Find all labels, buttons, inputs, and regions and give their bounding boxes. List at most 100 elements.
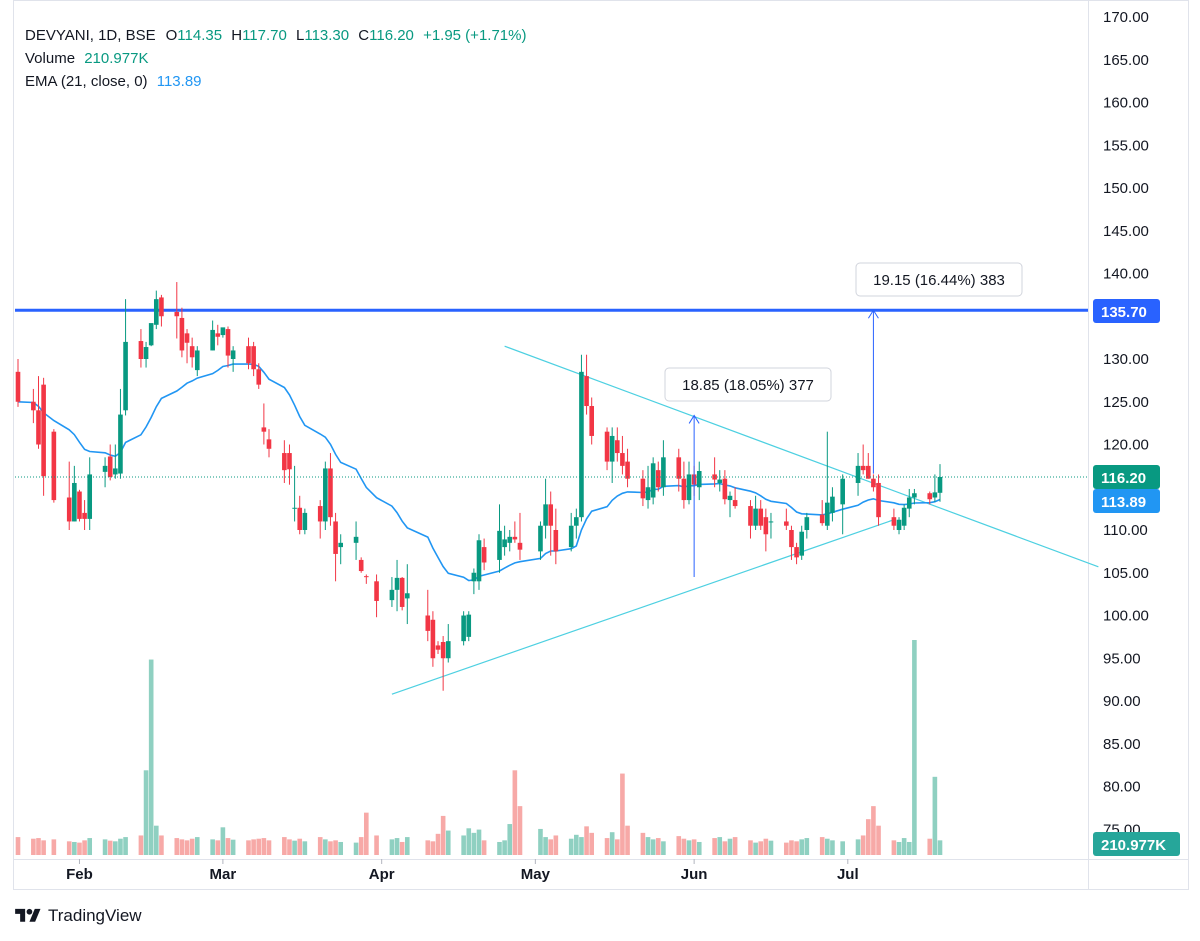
candle-body — [210, 329, 215, 351]
volume-badge: 210.977K — [1093, 832, 1180, 856]
candle-body — [906, 497, 912, 509]
ema-label: EMA (21, close, 0) — [25, 73, 148, 90]
candle-body — [338, 542, 344, 548]
volume-bar — [435, 833, 441, 855]
legend-ohlc-row[interactable]: DEVYANI, 1D, BSE O114.35 H117.70 L113.30 … — [25, 24, 526, 47]
volume-bar — [230, 839, 236, 855]
candle-body — [425, 615, 431, 631]
candle-body — [107, 456, 113, 477]
candle-body — [604, 431, 610, 462]
candle-body — [891, 517, 897, 526]
volume-bar — [753, 842, 758, 855]
volume-bar — [840, 841, 845, 855]
volume-bar — [604, 838, 610, 855]
candle-body — [625, 461, 630, 479]
volume-bar — [661, 841, 666, 855]
ema-badge-bg — [1093, 489, 1160, 513]
open-value: 114.35 — [177, 27, 223, 44]
volume-bar — [830, 840, 835, 855]
high-value: 117.70 — [242, 27, 287, 44]
candle-body — [589, 406, 594, 436]
ema-value: 113.89 — [156, 73, 202, 90]
high-key: H — [231, 27, 243, 44]
ema-badge: 113.89 — [1093, 489, 1160, 513]
volume-bar — [261, 838, 267, 855]
candle-body — [876, 482, 881, 518]
price-tick-label: 145.00 — [1103, 223, 1149, 240]
candle-body — [153, 299, 159, 325]
volume-bar — [497, 841, 502, 855]
time-tick-label: Jul — [837, 866, 859, 883]
candle-body — [896, 519, 902, 530]
candle-body — [230, 350, 236, 359]
volume-bar — [876, 825, 881, 855]
triangle-trendlines — [391, 345, 1099, 695]
price-tick-label: 130.00 — [1103, 351, 1149, 368]
volume-bar — [717, 837, 723, 855]
volume-bar — [225, 838, 231, 855]
plot-area[interactable] — [15, 282, 1099, 855]
volume-bar — [609, 832, 615, 855]
candle-body — [727, 495, 733, 501]
candle-body — [51, 431, 57, 501]
candle-body — [123, 341, 128, 411]
volume-bar — [184, 840, 190, 855]
volume-bar — [691, 839, 697, 855]
volume-bar — [338, 841, 344, 855]
candle-body — [758, 508, 764, 526]
last-price-badge-text: 116.20 — [1101, 470, 1146, 487]
candle-body — [394, 577, 400, 590]
candle-body — [548, 504, 554, 526]
time-axis[interactable]: Feb Mar Apr May Jun Jul — [66, 859, 859, 883]
candle-body — [328, 468, 333, 518]
chart-legend: DEVYANI, 1D, BSE O114.35 H117.70 L113.30 … — [25, 24, 526, 93]
measure-label-1[interactable]: 18.85 (18.05%) 377 — [664, 367, 832, 402]
volume-bar — [732, 837, 738, 855]
resistance-badge-text: 135.70 — [1101, 304, 1147, 321]
last-price-badge: 116.20 — [1093, 465, 1160, 489]
volume-bar — [194, 837, 200, 855]
candle-body — [246, 346, 251, 364]
candle-body — [389, 589, 395, 601]
candle-body — [225, 329, 231, 356]
legend-ema-row[interactable]: EMA (21, close, 0) 113.89 — [25, 70, 526, 93]
tradingview-brand[interactable]: TradingView — [14, 906, 142, 926]
price-tick-label: 100.00 — [1103, 608, 1149, 625]
volume-label: Volume — [25, 50, 76, 67]
volume-bar — [794, 841, 799, 855]
volume-bar — [41, 840, 46, 855]
candle-body — [512, 536, 518, 540]
candle-body — [753, 508, 758, 526]
price-tick-label: 90.00 — [1103, 693, 1141, 710]
volume-bar — [210, 839, 215, 855]
legend-volume-row[interactable]: Volume 210.977K — [25, 47, 526, 70]
volume-bar — [748, 840, 753, 855]
candle-body — [87, 474, 93, 519]
volume-badge-bg — [1093, 832, 1180, 856]
price-tick-label: 95.00 — [1103, 650, 1141, 667]
volume-bar — [865, 819, 871, 855]
measure-label-2[interactable]: 19.15 (16.44%) 383 — [855, 262, 1023, 297]
candle-body — [799, 531, 805, 556]
volume-bar — [389, 839, 395, 855]
candle-body — [353, 536, 359, 543]
candle-body — [174, 311, 180, 317]
volume-bar — [481, 840, 487, 855]
volume-bar — [901, 838, 907, 855]
candle-body — [266, 439, 272, 449]
candle-body — [568, 525, 574, 548]
close-key: C — [358, 27, 370, 44]
open-key: O — [165, 27, 178, 44]
volume-bar — [36, 838, 41, 855]
volume-bar — [256, 838, 262, 855]
candle-body — [932, 492, 938, 498]
candle-body — [686, 474, 692, 501]
volume-bar — [404, 837, 410, 855]
volume-bar — [645, 837, 651, 855]
volume-bar — [466, 828, 472, 855]
candlestick-series — [15, 282, 943, 691]
price-axis[interactable]: 75.0080.0085.0090.0095.00100.00105.00110… — [1103, 9, 1149, 838]
symbol-label[interactable]: DEVYANI, 1D, BSE — [25, 27, 156, 44]
measure-arrows — [688, 309, 879, 578]
